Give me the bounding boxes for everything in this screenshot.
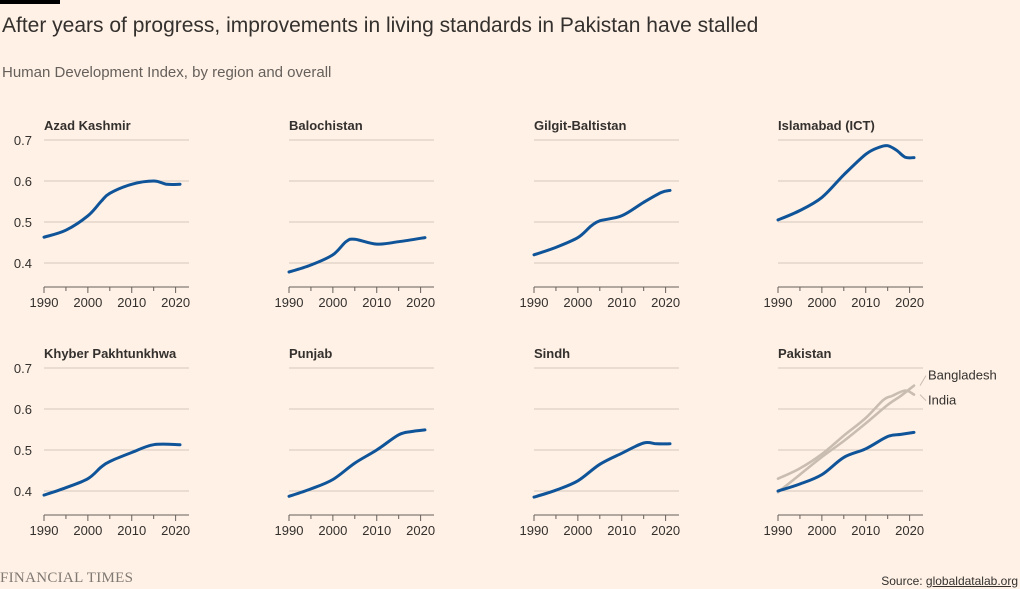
panel-gilgit-baltistan: Gilgit-Baltistan 1990 2000 2010 2020 [520, 118, 681, 310]
panel-title: Azad Kashmir [44, 118, 131, 133]
series-line-hdi [287, 428, 427, 498]
series-line-hdi [776, 144, 916, 222]
y-tick-label: 0.5 [14, 443, 32, 458]
x-tick-label: 1990 [275, 295, 304, 310]
x-tick-label: 2020 [895, 523, 924, 538]
panel-title: Islamabad (ICT) [778, 118, 875, 133]
panel-sindh: Sindh 1990 2000 2010 2020 [520, 346, 681, 538]
chart-subtitle: Human Development Index, by region and o… [2, 64, 332, 81]
source-prefix: Source: [881, 574, 926, 588]
x-tick-label: 2010 [362, 523, 391, 538]
y-tick-label: 0.4 [14, 484, 32, 499]
x-tick-label: 2010 [117, 523, 146, 538]
panel-khyber-pakhtunkhwa: Khyber Pakhtunkhwa 0.4 0.5 0.6 0.7 1990 2000 20… [14, 346, 190, 538]
x-tick-label: 2000 [563, 295, 592, 310]
series-line-india [776, 389, 916, 480]
series-line-bangladesh [776, 384, 916, 494]
series-label-leader [919, 375, 927, 386]
x-tick-label: 2010 [851, 523, 880, 538]
x-tick-label: 2020 [406, 523, 435, 538]
x-tick-label: 2020 [651, 523, 680, 538]
x-tick-label: 2000 [807, 295, 836, 310]
panel-title: Punjab [289, 346, 332, 361]
panel-title: Gilgit-Baltistan [534, 118, 627, 133]
x-tick-label: 1990 [764, 523, 793, 538]
panel-balochistan: Balochistan 1990 2000 2010 2020 [275, 118, 436, 310]
x-tick-label: 1990 [764, 295, 793, 310]
x-tick-label: 1990 [30, 295, 59, 310]
brand-accent-bar [0, 0, 60, 4]
chart-title: After years of progress, improvements in… [2, 14, 759, 37]
panel-punjab: Punjab 1990 2000 2010 2020 [275, 346, 436, 538]
x-tick-label: 2000 [318, 523, 347, 538]
x-tick-label: 2000 [73, 523, 102, 538]
x-tick-label: 2010 [851, 295, 880, 310]
y-tick-label: 0.5 [14, 215, 32, 230]
series-line-hdi [287, 236, 427, 274]
x-tick-label: 2000 [563, 523, 592, 538]
x-tick-label: 2000 [318, 295, 347, 310]
panel-title: Khyber Pakhtunkhwa [44, 346, 177, 361]
series-line-hdi [532, 440, 672, 499]
y-tick-label: 0.6 [14, 402, 32, 417]
x-tick-label: 1990 [520, 523, 549, 538]
panel-islamabad-ict-: Islamabad (ICT) 1990 2000 2010 2020 [764, 118, 925, 310]
x-tick-label: 2020 [161, 295, 190, 310]
source-link[interactable]: globaldatalab.org [925, 574, 1018, 588]
x-tick-label: 2010 [607, 523, 636, 538]
series-line-hdi [42, 179, 182, 239]
panel-title: Balochistan [289, 118, 363, 133]
series-line-hdi [532, 188, 672, 257]
series-line-hdi [776, 430, 916, 493]
x-tick-label: 2010 [607, 295, 636, 310]
panel-title: Pakistan [778, 346, 832, 361]
x-tick-label: 1990 [30, 523, 59, 538]
series-label-leader [919, 394, 927, 402]
x-tick-label: 2010 [117, 295, 146, 310]
series-label-india: India [928, 393, 957, 408]
panel-pakistan: Pakistan 1990 2000 2010 2020 Bangladesh India [764, 346, 997, 538]
y-tick-label: 0.4 [14, 256, 32, 271]
x-tick-label: 1990 [520, 295, 549, 310]
x-tick-label: 1990 [275, 523, 304, 538]
series-label-bangladesh: Bangladesh [928, 368, 997, 383]
series-line-hdi [42, 442, 182, 497]
x-tick-label: 2000 [73, 295, 102, 310]
x-tick-label: 2020 [161, 523, 190, 538]
ft-brand-logo: FINANCIAL TIMES [0, 570, 134, 586]
x-tick-label: 2020 [895, 295, 924, 310]
x-tick-label: 2010 [362, 295, 391, 310]
panel-azad-kashmir: Azad Kashmir 0.4 0.5 0.6 0.7 1990 2000 2010 2020 [14, 118, 190, 310]
source-note: Source: globaldatalab.org [881, 574, 1018, 588]
y-tick-label: 0.7 [14, 361, 32, 376]
x-tick-label: 2000 [807, 523, 836, 538]
x-tick-label: 2020 [651, 295, 680, 310]
y-tick-label: 0.6 [14, 174, 32, 189]
y-tick-label: 0.7 [14, 133, 32, 148]
panel-title: Sindh [534, 346, 570, 361]
x-tick-label: 2020 [406, 295, 435, 310]
